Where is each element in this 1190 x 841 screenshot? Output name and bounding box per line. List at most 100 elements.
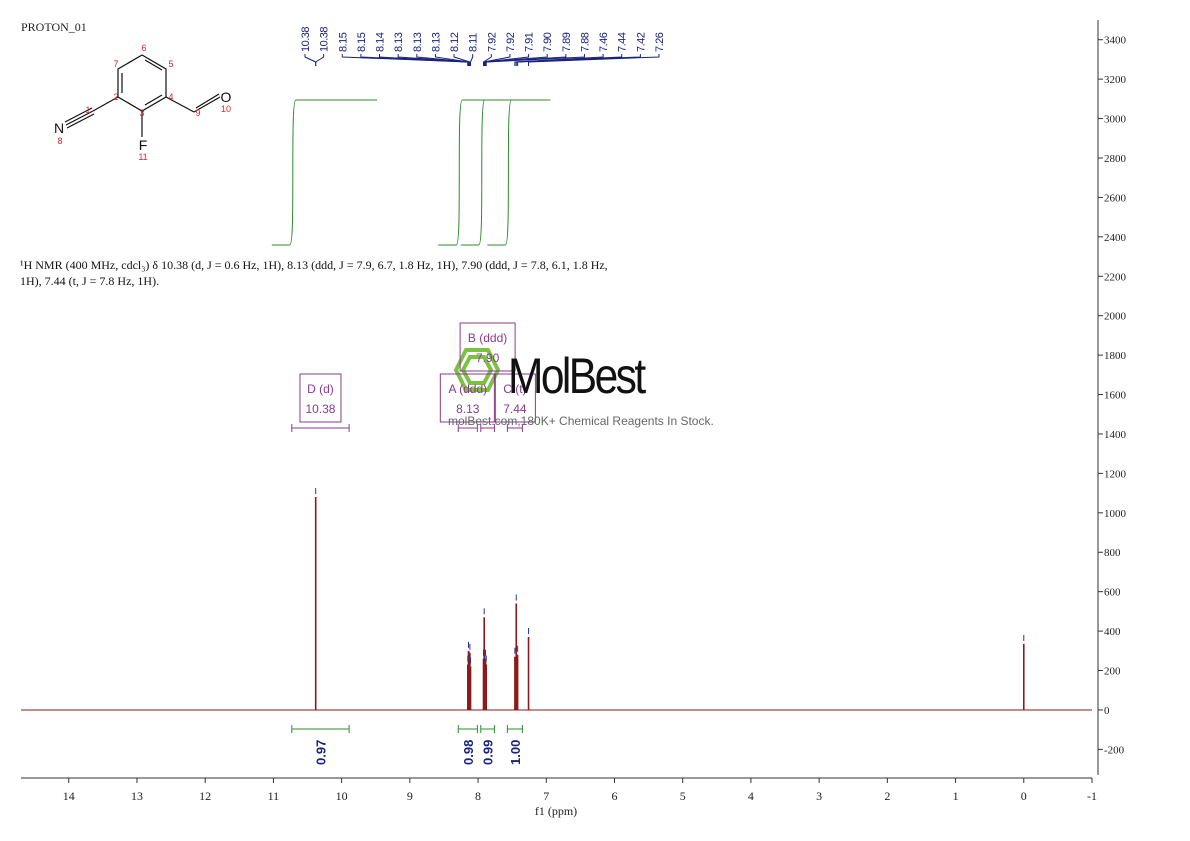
atom-number: 3 <box>139 108 144 118</box>
bond <box>193 96 221 113</box>
x-tick-label: 3 <box>816 789 822 803</box>
x-tick-label: 11 <box>268 789 280 803</box>
integral-curve <box>487 99 551 246</box>
atom-number: 11 <box>138 152 147 162</box>
peak-label-connector <box>304 54 317 66</box>
integral-curve <box>460 99 523 246</box>
peak-label-connector <box>470 54 474 66</box>
bond <box>64 107 93 123</box>
peak-label: 7.46 <box>598 32 610 52</box>
multiplet-name: A (ddd) <box>448 382 487 396</box>
bond <box>66 113 95 129</box>
peak-label-connector <box>453 54 471 66</box>
chart-title: PROTON_01 <box>21 20 87 34</box>
peak-label: 7.92 <box>486 32 498 52</box>
multiplet-box <box>493 373 536 423</box>
peak-label: 8.15 <box>337 32 349 52</box>
peak-label: 7.92 <box>505 32 517 52</box>
x-tick-label: 5 <box>680 789 686 803</box>
multiplet-box <box>459 322 516 372</box>
peak-label-connector <box>379 54 470 66</box>
integral-label: 0.98 <box>461 740 476 765</box>
peak-label: 10.38 <box>319 27 331 52</box>
watermark-logo <box>453 348 501 392</box>
integral-label: 1.00 <box>508 740 523 765</box>
y-tick-label: 2000 <box>1104 311 1127 323</box>
integral-curve <box>438 99 506 246</box>
y-tick-label: 1200 <box>1104 468 1127 480</box>
peak-label: 8.12 <box>449 32 461 52</box>
bond <box>165 96 195 113</box>
peak-label: 7.91 <box>524 32 536 52</box>
y-tick-label: -200 <box>1104 744 1125 756</box>
atom-number: 5 <box>168 59 173 69</box>
multiplet-shift: 8.13 <box>456 402 480 416</box>
multiplet-name: C (t) <box>503 382 526 396</box>
multiplet-name: B (ddd) <box>468 331 507 345</box>
peak-label: 10.38 <box>300 27 312 52</box>
x-tick-label: 10 <box>336 789 348 803</box>
y-tick-label: 3400 <box>1104 35 1127 47</box>
peak-label-connector <box>483 54 530 66</box>
peak-label-connector <box>483 54 511 66</box>
x-tick-label: 13 <box>131 789 143 803</box>
y-tick-label: 600 <box>1104 587 1121 599</box>
x-tick-label: 12 <box>199 789 211 803</box>
atom-number: 6 <box>141 43 146 53</box>
x-tick-label: 7 <box>543 789 549 803</box>
peak-label-connector <box>315 54 325 66</box>
y-tick-label: 2600 <box>1104 192 1127 204</box>
peak-label-connector <box>528 54 660 66</box>
peak-label: 8.15 <box>356 32 368 52</box>
y-tick-label: 800 <box>1104 547 1121 559</box>
logo <box>460 355 494 385</box>
multiplet-shift: 7.90 <box>476 351 500 365</box>
atom-label: F <box>139 137 148 153</box>
bond <box>144 59 163 71</box>
peak-label-connector <box>484 54 548 66</box>
atom-number: 8 <box>57 136 62 146</box>
x-tick-label: 14 <box>63 789 75 803</box>
peak-label: 7.44 <box>617 32 629 52</box>
peak-label: 7.26 <box>654 32 666 52</box>
bond <box>195 93 220 109</box>
y-tick-label: 1000 <box>1104 508 1127 520</box>
bond <box>65 110 94 126</box>
y-tick-label: 1400 <box>1104 429 1127 441</box>
y-tick-label: 400 <box>1104 626 1121 638</box>
peak-label: 8.14 <box>375 32 387 52</box>
multiplet-shift: 10.38 <box>305 402 335 416</box>
bond <box>92 96 119 112</box>
peak-label-connector <box>485 54 585 66</box>
peak-label: 7.89 <box>561 32 573 52</box>
atom-number: 1 <box>85 105 90 115</box>
peak-label: 7.88 <box>579 32 591 52</box>
x-tick-label: 2 <box>884 789 890 803</box>
nmr-description: ¹H NMR (400 MHz, cdcl₃) δ 10.38 (d, J = … <box>20 258 608 288</box>
y-tick-label: 3000 <box>1104 114 1127 126</box>
atom-number: 4 <box>168 92 173 102</box>
peak-label: 8.11 <box>468 33 480 52</box>
atom-number: 7 <box>113 59 118 69</box>
x-axis-label: f1 (ppm) <box>535 804 577 818</box>
y-tick-label: 2800 <box>1104 153 1127 165</box>
atom-number: 2 <box>113 92 118 102</box>
peak-label-connector <box>517 54 641 66</box>
y-tick-label: 2200 <box>1104 271 1127 283</box>
x-tick-label: -1 <box>1087 789 1097 803</box>
atom-label: N <box>54 120 64 136</box>
peak-label: 8.13 <box>412 32 424 52</box>
x-tick-label: 9 <box>407 789 413 803</box>
multiplet-shift: 7.44 <box>503 402 527 416</box>
logo <box>453 348 501 392</box>
atom-number: 10 <box>221 104 231 114</box>
y-tick-label: 0 <box>1104 705 1110 717</box>
peak-label: 7.90 <box>542 32 554 52</box>
structure-bonds <box>64 54 221 137</box>
x-tick-label: 8 <box>475 789 481 803</box>
y-tick-label: 200 <box>1104 666 1121 678</box>
atom-label: O <box>221 89 232 105</box>
ring <box>117 54 167 112</box>
